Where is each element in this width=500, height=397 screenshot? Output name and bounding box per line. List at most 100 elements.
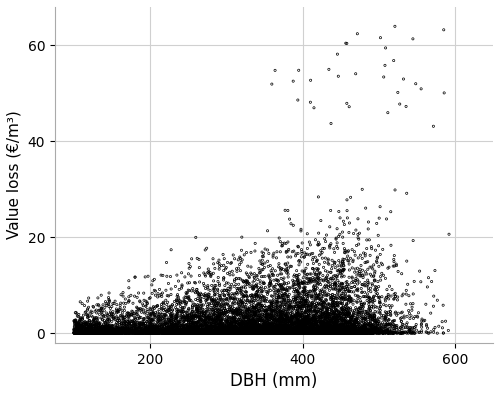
Point	[108, 330, 116, 336]
Point	[209, 330, 217, 336]
Point	[150, 287, 158, 293]
Point	[96, 307, 104, 313]
Point	[227, 324, 235, 330]
Point	[286, 326, 294, 332]
Point	[124, 330, 132, 336]
Point	[188, 329, 196, 335]
Point	[193, 308, 201, 314]
Point	[144, 323, 152, 330]
Point	[336, 326, 344, 332]
Point	[270, 319, 278, 325]
Point	[186, 316, 194, 322]
Point	[309, 321, 317, 328]
Point	[332, 325, 340, 331]
Point	[264, 323, 272, 329]
Point	[195, 330, 203, 336]
Point	[78, 323, 86, 330]
Point	[236, 318, 244, 324]
Point	[346, 311, 354, 318]
Point	[72, 330, 80, 336]
Point	[326, 327, 334, 333]
Point	[294, 316, 302, 322]
Point	[173, 293, 181, 299]
Point	[242, 330, 250, 336]
Point	[177, 323, 185, 329]
Point	[293, 295, 301, 301]
Point	[384, 320, 392, 326]
Point	[188, 256, 196, 262]
Point	[359, 328, 367, 334]
Point	[266, 321, 274, 327]
Point	[140, 322, 147, 328]
Point	[253, 326, 261, 333]
Point	[330, 329, 338, 335]
Point	[312, 328, 320, 334]
Point	[264, 312, 272, 318]
Point	[243, 318, 251, 324]
Point	[290, 330, 298, 336]
Point	[84, 325, 92, 331]
Point	[262, 328, 270, 334]
Point	[250, 304, 258, 311]
Point	[336, 315, 344, 322]
Point	[368, 282, 376, 288]
Point	[328, 324, 336, 330]
Point	[167, 328, 175, 335]
Point	[164, 330, 172, 336]
Point	[422, 301, 430, 307]
Point	[296, 312, 304, 318]
Point	[324, 330, 332, 336]
Point	[222, 326, 230, 333]
Point	[350, 322, 358, 328]
Point	[216, 329, 224, 335]
Point	[93, 330, 101, 336]
Point	[223, 287, 231, 294]
Point	[246, 330, 254, 336]
Point	[184, 330, 192, 336]
Point	[348, 326, 356, 332]
Point	[108, 311, 116, 318]
Point	[326, 328, 334, 334]
Point	[326, 330, 334, 336]
Point	[298, 329, 306, 335]
Point	[194, 302, 202, 308]
Point	[104, 326, 112, 333]
Point	[116, 330, 124, 336]
Point	[209, 300, 217, 306]
Point	[202, 330, 210, 336]
Point	[370, 315, 378, 322]
Point	[215, 260, 223, 267]
Point	[367, 330, 375, 336]
Point	[288, 330, 296, 336]
Point	[245, 324, 253, 331]
Point	[288, 329, 296, 335]
Point	[295, 300, 303, 306]
Point	[292, 251, 300, 257]
Point	[296, 294, 304, 301]
Point	[258, 326, 266, 332]
Point	[393, 322, 401, 329]
Point	[329, 326, 337, 332]
Point	[258, 292, 266, 299]
Point	[206, 325, 214, 331]
Point	[100, 328, 108, 334]
Point	[78, 330, 86, 336]
Point	[258, 330, 266, 336]
Point	[204, 329, 212, 335]
Point	[403, 320, 411, 326]
Point	[334, 329, 342, 335]
Point	[290, 330, 298, 336]
Point	[104, 323, 112, 329]
Point	[296, 322, 304, 328]
Point	[294, 288, 302, 294]
Point	[318, 255, 326, 261]
Point	[250, 310, 258, 316]
Point	[376, 294, 384, 301]
Point	[212, 318, 220, 324]
Point	[270, 329, 278, 335]
Point	[276, 329, 283, 335]
Point	[314, 194, 322, 200]
Point	[335, 327, 343, 333]
Point	[354, 330, 362, 336]
Point	[158, 329, 166, 335]
